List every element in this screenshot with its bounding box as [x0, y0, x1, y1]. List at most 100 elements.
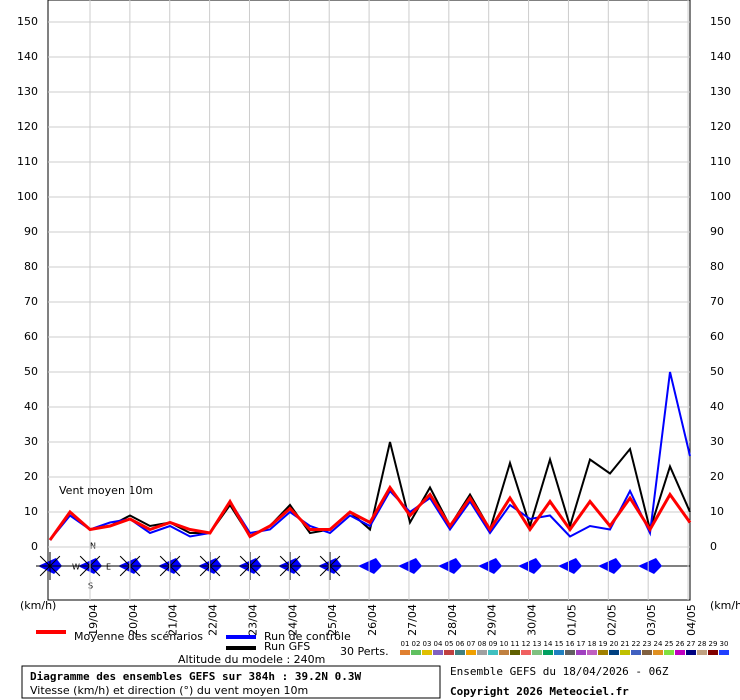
pert-swatch — [565, 650, 575, 655]
pert-number: 01 — [401, 640, 410, 648]
rose-spoke — [319, 555, 341, 577]
pert-number: 19 — [599, 640, 608, 648]
wind-icon — [638, 558, 662, 574]
pert-swatch — [444, 650, 454, 655]
y-tick-label: 140 — [17, 50, 38, 63]
x-tick-label: 02/05 — [605, 604, 618, 636]
y-tick-label-right: 140 — [710, 50, 731, 63]
pert-swatch — [411, 650, 421, 655]
x-tick-label: 28/04 — [446, 604, 459, 636]
x-tick-label: 22/04 — [207, 604, 220, 636]
y-tick-label-right: 120 — [710, 120, 731, 133]
x-tick-label: 25/04 — [326, 604, 339, 636]
y-tick-label-right: 40 — [710, 400, 724, 413]
pert-number: 04 — [434, 640, 443, 648]
pert-number: 02 — [412, 640, 421, 648]
copyright: Copyright 2026 Meteociel.fr — [450, 685, 629, 698]
wind-icon — [478, 558, 502, 574]
x-tick-label: 23/04 — [246, 604, 259, 636]
pert-number: 22 — [632, 640, 641, 648]
y-label-right: (km/h) — [710, 599, 740, 612]
pert-swatch — [543, 650, 553, 655]
pert-number: 17 — [577, 640, 586, 648]
compass-e: E — [106, 563, 111, 572]
wind-icon — [598, 558, 622, 574]
y-tick-label: 10 — [24, 505, 38, 518]
pert-swatch — [609, 650, 619, 655]
pert-number: 09 — [489, 640, 498, 648]
title: Diagramme des ensembles GEFS sur 384h : … — [30, 670, 362, 683]
x-tick-label: 30/04 — [526, 604, 539, 636]
perts-label: 30 Perts. — [340, 645, 389, 658]
pert-number: 16 — [566, 640, 575, 648]
y-tick-label-right: 30 — [710, 435, 724, 448]
pert-number: 24 — [654, 640, 663, 648]
title-box — [21, 665, 441, 699]
pert-swatch — [719, 650, 729, 655]
pert-swatch — [664, 650, 674, 655]
y-tick-label-right: 0 — [710, 540, 717, 553]
pert-swatch — [631, 650, 641, 655]
legend-label: Moyenne des scénarios — [74, 630, 203, 643]
y-tick-label-right: 50 — [710, 365, 724, 378]
pert-swatch — [697, 650, 707, 655]
pert-swatch — [521, 650, 531, 655]
y-tick-label: 150 — [17, 15, 38, 28]
pert-swatch — [653, 650, 663, 655]
pert-swatch — [532, 650, 542, 655]
y-tick-label-right: 150 — [710, 15, 731, 28]
pert-swatch — [576, 650, 586, 655]
compass-w: W — [72, 563, 80, 572]
pert-swatch — [510, 650, 520, 655]
y-tick-label: 30 — [24, 435, 38, 448]
y-tick-label: 50 — [24, 365, 38, 378]
y-tick-label: 60 — [24, 330, 38, 343]
pert-number: 23 — [643, 640, 652, 648]
y-tick-label: 70 — [24, 295, 38, 308]
y-tick-label: 0 — [31, 540, 38, 553]
y-tick-label: 20 — [24, 470, 38, 483]
pert-number: 10 — [500, 640, 509, 648]
pert-swatch — [400, 650, 410, 655]
pert-swatch — [598, 650, 608, 655]
pert-number: 27 — [687, 640, 696, 648]
x-tick-label: 20/04 — [127, 604, 140, 636]
y-tick-label-right: 70 — [710, 295, 724, 308]
pert-number: 20 — [610, 640, 619, 648]
y-tick-label: 40 — [24, 400, 38, 413]
x-tick-label: 24/04 — [286, 604, 299, 636]
series-line — [49, 441, 691, 541]
pert-swatch — [499, 650, 509, 655]
x-tick-label: 01/05 — [565, 604, 578, 636]
wind-icon — [558, 558, 582, 574]
pert-number: 07 — [467, 640, 476, 648]
x-tick-label: 29/04 — [486, 604, 499, 636]
pert-number: 28 — [698, 640, 707, 648]
pert-swatch — [433, 650, 443, 655]
x-tick-label: 03/05 — [645, 604, 658, 636]
y-tick-label: 120 — [17, 120, 38, 133]
pert-number: 14 — [544, 640, 553, 648]
pert-swatch — [708, 650, 718, 655]
y-tick-label: 130 — [17, 85, 38, 98]
pert-swatch — [466, 650, 476, 655]
subtitle: Vitesse (km/h) et direction (°) du vent … — [30, 684, 308, 697]
pert-number: 06 — [456, 640, 465, 648]
x-tick-label: 21/04 — [167, 604, 180, 636]
rose-spoke — [39, 555, 61, 577]
series-line — [48, 484, 692, 541]
pert-number: 26 — [676, 640, 685, 648]
compass-s: S — [88, 582, 93, 591]
pert-number: 18 — [588, 640, 597, 648]
run: Ensemble GEFS du 18/04/2026 - 06Z — [450, 665, 669, 678]
pert-number: 30 — [720, 640, 729, 648]
y-tick-label-right: 110 — [710, 155, 731, 168]
wind-icon — [438, 558, 462, 574]
y-tick-label-right: 130 — [710, 85, 731, 98]
pert-swatch — [686, 650, 696, 655]
pert-number: 13 — [533, 640, 542, 648]
y-tick-label-right: 90 — [710, 225, 724, 238]
rose-spoke — [239, 555, 261, 577]
x-tick-label: 19/04 — [87, 604, 100, 636]
wind-icon — [358, 558, 382, 574]
